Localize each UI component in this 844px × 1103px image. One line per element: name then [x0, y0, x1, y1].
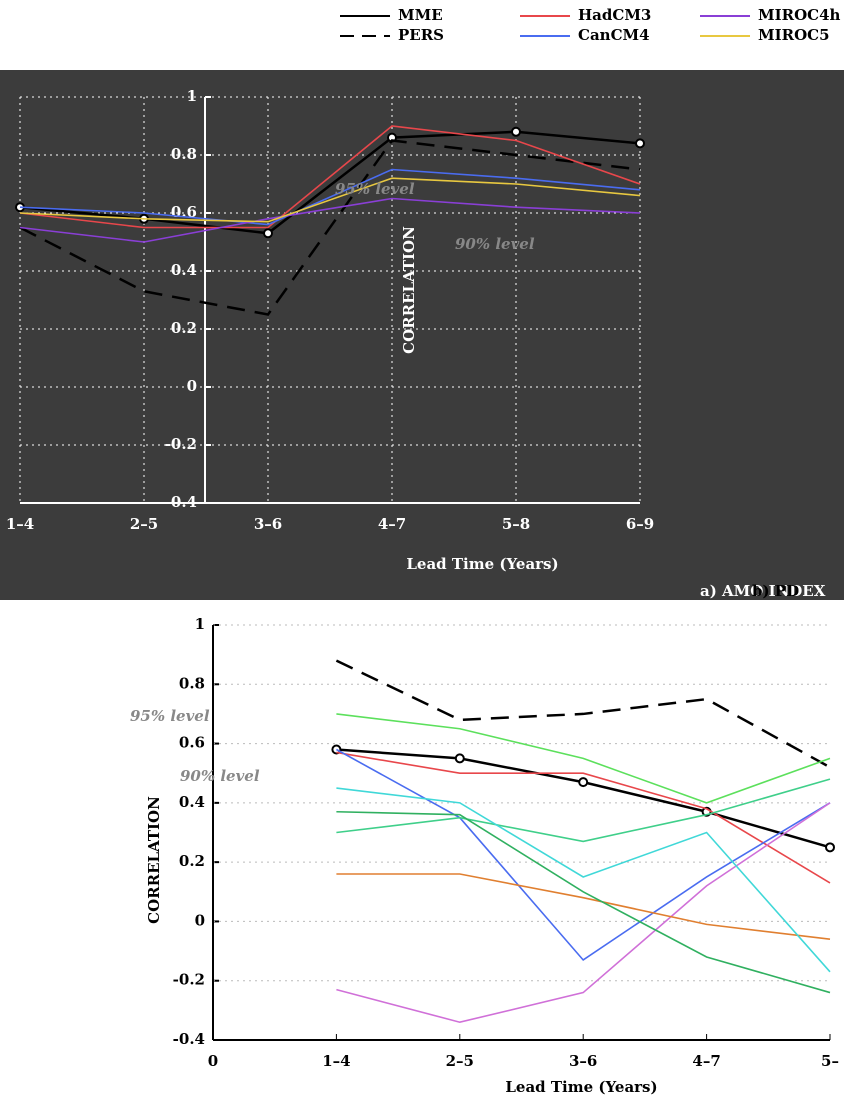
y-tick-label: 0.8	[179, 674, 205, 692]
legend-label: MIROC4h	[758, 6, 841, 24]
series-marker	[826, 843, 834, 851]
legend-label: PERS	[398, 26, 444, 44]
legend-label: MME	[398, 6, 443, 24]
x-tick-label: 3–6	[569, 1052, 597, 1070]
y-axis-label: CORRELATION	[145, 796, 163, 924]
y-tick-label: 0.6	[179, 734, 205, 752]
series-marker	[512, 128, 520, 136]
y-tick-label: 0	[187, 377, 197, 395]
x-tick-label: 1–4	[322, 1052, 350, 1070]
chart-title: b) PD	[752, 582, 799, 600]
y-tick-label: -0.4	[173, 1030, 205, 1048]
legend-label: CanCM4	[578, 26, 650, 44]
series-marker	[456, 754, 464, 762]
y-tick-label: -0.2	[173, 971, 205, 989]
y-tick-label: 0.2	[179, 852, 205, 870]
annotation: 95% level	[335, 180, 415, 198]
x-tick-label: 4–7	[378, 515, 406, 533]
y-axis-label: CORRELATION	[400, 226, 418, 354]
y-tick-label: -0.2	[165, 435, 197, 453]
series-line	[336, 788, 830, 972]
series-line	[336, 874, 830, 939]
y-tick-label: 0.8	[171, 145, 197, 163]
y-tick-label: 1	[195, 615, 205, 633]
y-tick-label: 1	[187, 87, 197, 105]
x-axis-label: Lead Time (Years)	[406, 555, 558, 573]
y-tick-label: 0.4	[179, 793, 205, 811]
annotation: 95% level	[130, 707, 210, 725]
annotation: 90% level	[180, 767, 260, 785]
series-line	[336, 752, 830, 882]
series-marker	[636, 139, 644, 147]
x-tick-label: 5–8	[502, 515, 530, 533]
x-tick-label: 3–6	[254, 515, 282, 533]
x-tick-label: 2–5	[446, 1052, 474, 1070]
page: {"chart_data": [ {"type": "line", "title…	[0, 0, 844, 1103]
chart: 1–4 2–5 3–6 4–7 5–8 6–9 -0.4 -0.2 0 0.2 0.4 0.6 0.8 1…	[0, 0, 844, 1103]
x-tick-label: 2–5	[130, 515, 158, 533]
x-tick-label: 5–	[821, 1052, 839, 1070]
x-tick-label: 1–4	[6, 515, 34, 533]
x-tick-label: 6–9	[626, 515, 654, 533]
y-tick-label: 0.2	[171, 319, 197, 337]
legend-label: HadCM3	[578, 6, 651, 24]
legend-label: MIROC5	[758, 26, 830, 44]
series-line	[336, 803, 830, 1022]
series-marker	[579, 778, 587, 786]
x-tick-label: 4–7	[692, 1052, 720, 1070]
y-tick-label: 0.4	[171, 261, 197, 279]
series-line	[336, 779, 830, 841]
series-line	[336, 661, 830, 768]
x-tick-label: 0	[208, 1052, 218, 1070]
panel-background	[0, 70, 844, 600]
x-axis-label: Lead Time (Years)	[505, 1078, 657, 1096]
annotation: 90% level	[455, 235, 535, 253]
y-tick-label: 0	[195, 911, 205, 929]
series-marker	[264, 229, 272, 237]
